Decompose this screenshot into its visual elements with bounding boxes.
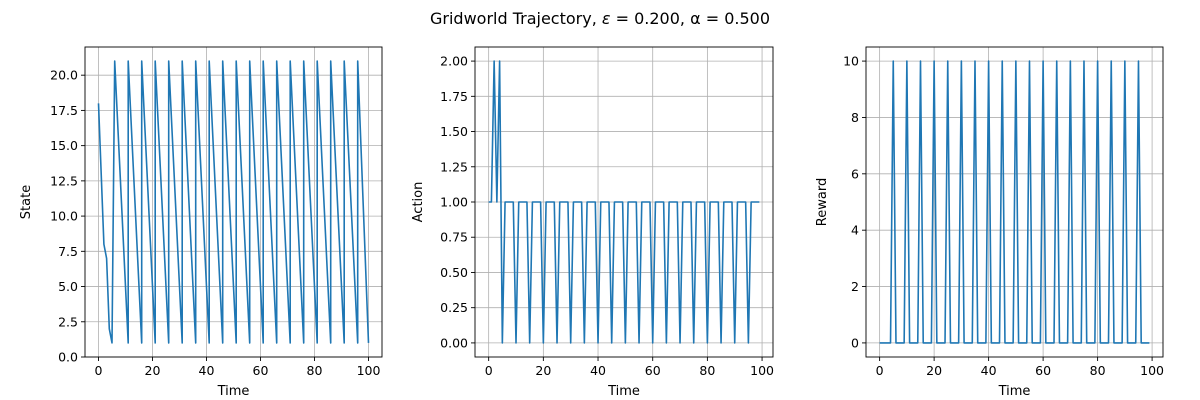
action-plot: 0 20 40 60 80 100 0.00 0.25 0.50 0.75 1.00 1.25 1.50… xyxy=(411,46,774,399)
reward-plot: 0 20 40 60 80 100 0 2 4 6 8 10 Time Reward xyxy=(815,46,1164,399)
series-line xyxy=(879,60,1150,344)
x-tick-label: 60 xyxy=(1035,363,1051,378)
x-axis-label: Time xyxy=(217,384,250,399)
x-tick-label: 40 xyxy=(981,363,997,378)
y-tick-label: 0.75 xyxy=(440,230,468,245)
state-plot: 0 20 40 60 80 100 0.0 2.5 5.0 7.5 10.0 12.5 15.0 17.5… xyxy=(19,46,383,399)
x-tick-label: 100 xyxy=(1140,363,1164,378)
x-tick-label: 40 xyxy=(590,363,606,378)
y-tick-label: 5.0 xyxy=(58,279,78,294)
x-axis-label: Time xyxy=(607,384,640,399)
axes-frame xyxy=(865,46,1164,358)
x-tick-label: 20 xyxy=(535,363,551,378)
y-tick-label: 1.50 xyxy=(440,124,468,139)
y-axis-label: Reward xyxy=(815,178,830,226)
y-tick-label: 2 xyxy=(851,279,859,294)
y-tick-label: 10.0 xyxy=(50,209,78,224)
x-tick-label: 0 xyxy=(876,363,884,378)
y-tick-label: 1.75 xyxy=(440,89,468,104)
x-tick-label: 20 xyxy=(145,363,161,378)
figure-title-prefix: Gridworld Trajectory, xyxy=(430,9,602,28)
x-tick-label: 40 xyxy=(199,363,215,378)
y-tick-label: 10 xyxy=(843,54,859,69)
y-tick-label: 20.0 xyxy=(50,68,78,83)
y-axis-label: State xyxy=(19,185,34,219)
axes-frame xyxy=(84,46,383,358)
y-axis-label: Action xyxy=(411,182,426,223)
x-tick-label: 60 xyxy=(253,363,269,378)
x-tick-label: 0 xyxy=(95,363,103,378)
figure-title-rest: = 0.200, α = 0.500 xyxy=(611,9,770,28)
y-tick-label: 15.0 xyxy=(50,138,78,153)
y-tick-label: 0.0 xyxy=(58,350,78,365)
figure-title-epsilon: ε xyxy=(602,9,611,28)
x-tick-label: 80 xyxy=(699,363,715,378)
y-tick-label: 12.5 xyxy=(50,173,78,188)
x-axis-label: Time xyxy=(998,384,1031,399)
y-tick-label: 2.5 xyxy=(58,314,78,329)
y-tick-label: 17.5 xyxy=(50,103,78,118)
series-line xyxy=(488,60,760,344)
y-tick-label: 0.25 xyxy=(440,300,468,315)
x-tick-label: 100 xyxy=(357,363,381,378)
y-tick-label: 6 xyxy=(851,166,859,181)
x-tick-label: 20 xyxy=(926,363,942,378)
x-tick-label: 0 xyxy=(485,363,493,378)
y-tick-label: 0 xyxy=(851,335,859,350)
y-tick-label: 7.5 xyxy=(58,244,78,259)
x-tick-label: 80 xyxy=(307,363,323,378)
series-line xyxy=(97,60,370,344)
y-tick-label: 0.50 xyxy=(440,265,468,280)
y-tick-label: 2.00 xyxy=(440,54,468,69)
x-tick-label: 60 xyxy=(645,363,661,378)
y-tick-label: 0.00 xyxy=(440,335,468,350)
x-tick-label: 100 xyxy=(750,363,774,378)
figure-title: Gridworld Trajectory, ε = 0.200, α = 0.5… xyxy=(430,9,770,28)
y-tick-label: 1.00 xyxy=(440,195,468,210)
y-tick-label: 1.25 xyxy=(440,159,468,174)
y-tick-label: 8 xyxy=(851,110,859,125)
x-tick-label: 80 xyxy=(1090,363,1106,378)
y-tick-label: 4 xyxy=(851,223,859,238)
